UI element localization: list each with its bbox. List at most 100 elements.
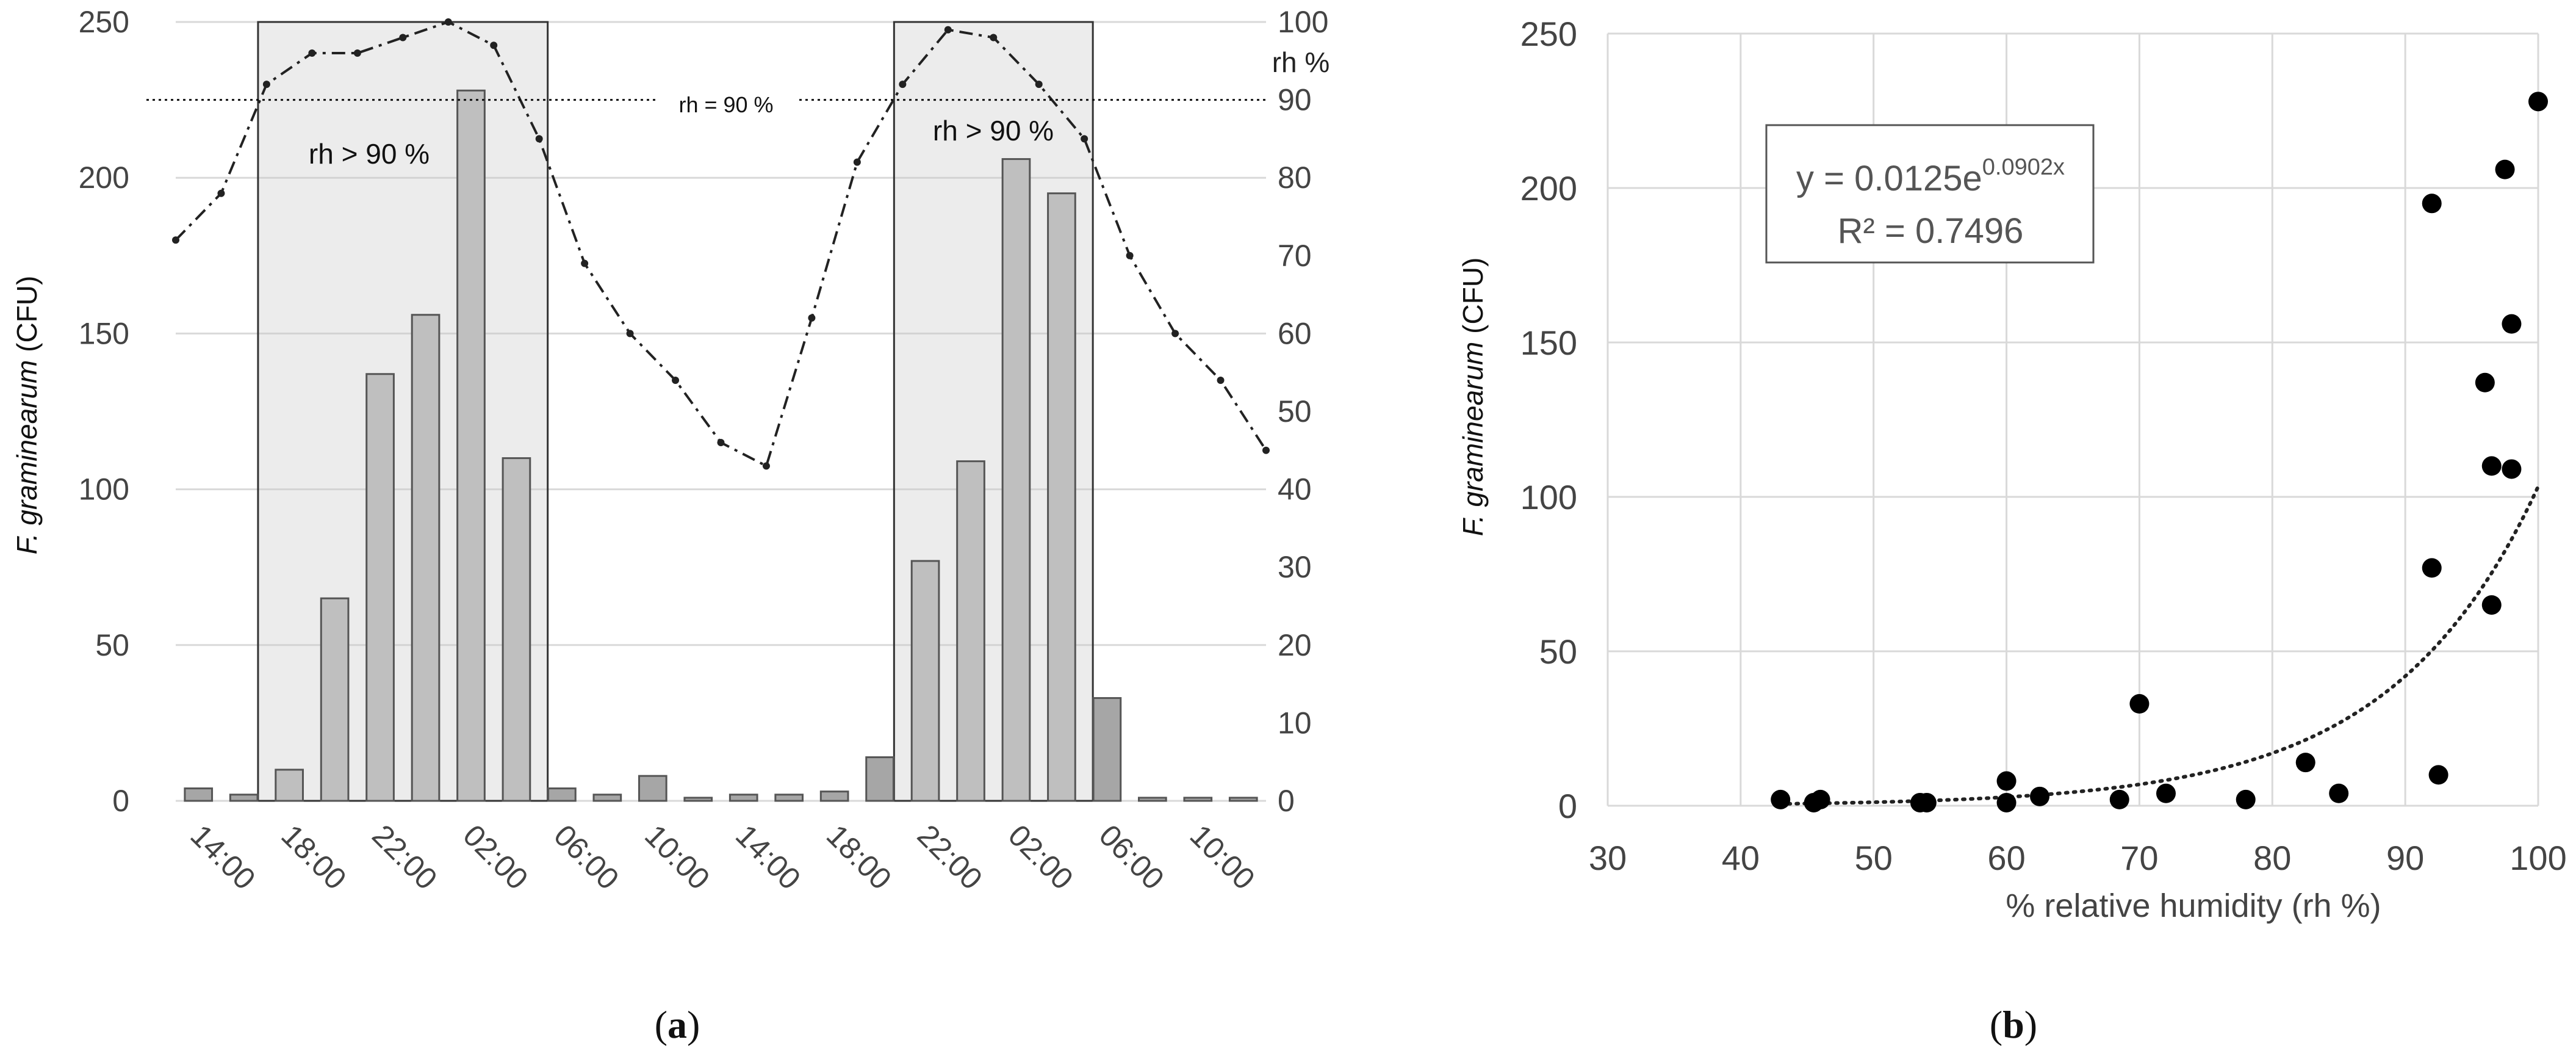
panel-a-rh-point [1262,446,1270,454]
panel-b-x-tick: 90 [2386,839,2424,877]
panel-a-rh-point [1171,330,1179,338]
panel-a-label-letter: a [667,1003,687,1046]
panel-b-label: (b) [1990,1003,2037,1046]
panel-a-bar [1138,797,1167,802]
panel-a-y2-tick: 30 [1278,550,1312,584]
panel-b-equation-prefix: y = 0.0125e [1796,159,1982,198]
panel-a-y2-label: rh % [1272,46,1330,78]
panel-b-exponential-fit [1779,485,2540,806]
panel-b-point [2422,193,2442,214]
panel-a-y-tick: 0 [112,784,129,818]
panel-a-rh-point [853,158,861,166]
panel-a-bar [1183,797,1213,802]
panel-b-y-ticks: 0 50 100 150 200 250 [1520,15,1577,825]
panel-a-label-open: ( [655,1003,667,1046]
panel-a-humid-window [257,21,549,802]
panel-b-point [2295,753,2315,773]
panel-a-rh-point [672,376,680,384]
panel-a-x-tick: 22:00 [911,818,989,896]
panel-a-rh-point [1126,251,1134,259]
panel-a-rh-point [172,236,179,244]
panel-b-r-squared: R² = 0.7496 [1838,211,2024,251]
panel-a-rh-point [217,189,225,197]
panel-a-rh-point [399,34,407,42]
panel-b-y-tick: 0 [1558,787,1577,825]
panel-a-x-tick: 22:00 [365,818,444,896]
panel-b-point [1771,789,1791,809]
panel-a-rh-point [899,81,907,89]
panel-a-y-axis-label-italic: F. graminearum [11,360,43,555]
panel-b-y-axis-label-italic: F. graminearum [1457,342,1489,537]
panel-a-y2-tick: 90 [1278,83,1312,117]
panel-b-point [2481,595,2502,615]
panel-a-x-tick: 14:00 [729,818,807,896]
panel-b-x-axis-label: % relative humidity (rh %) [2006,888,2381,924]
panel-a-rh-point [308,49,316,57]
panel-a-bars [184,89,1258,802]
panel-a-rh-line [172,18,1270,470]
panel-a-x-tick: 02:00 [456,818,534,896]
panel-a-x-tick: 18:00 [275,818,353,896]
panel-a-y2-tick: 50 [1278,394,1312,429]
panel-a-bar [865,756,894,802]
panel-b-point [2528,92,2548,112]
panel-b-equation-box [1765,124,2095,264]
panel-a-bar [456,89,486,802]
panel-a-window-label-2: rh > 90 % [933,115,1054,146]
panel-a-bar [638,775,667,802]
panel-a-x-tick: 10:00 [1184,818,1262,896]
panel-a-x-tick: 14:00 [184,818,262,896]
panel-b-point [2428,765,2448,785]
panel-a-bar [729,794,758,802]
panel-a-x-tick: 10:00 [638,818,716,896]
panel-b-point [2329,783,2349,803]
panel-b-y-tick: 50 [1539,632,1577,671]
panel-a-x-ticks: 14:00 18:00 22:00 02:00 06:00 10:00 14:00 18:00… [184,818,1261,896]
panel-b-y-tick: 100 [1520,478,1577,516]
panel-a-rh-point [808,314,816,322]
panel-b-y-tick: 150 [1520,324,1577,362]
panel-b-scatter: 0 50 100 150 200 250 30 40 50 60 70 80 90 100 y = 0.… [1457,15,2567,1046]
panel-b-point [1996,771,2017,791]
panel-b-point [2481,456,2502,476]
panel-a-x-tick: 02:00 [1002,818,1080,896]
panel-a-rh-point [944,26,952,34]
panel-a-bar [365,373,395,802]
panel-b-point [1916,792,1937,812]
panel-b-y-tick: 200 [1520,169,1577,208]
panel-a-y-tick: 50 [95,628,129,662]
panel-b-point [2475,372,2495,392]
panel-a-y-tick: 250 [79,5,129,39]
panel-b-x-tick: 100 [2509,839,2566,877]
panel-a-bar [956,460,985,802]
panel-a-bar [910,560,940,802]
panel-a-rh-point [626,330,634,338]
panel-b-point [1996,792,2017,812]
panel-b-y-axis-label-rest: (CFU) [1457,258,1489,342]
panel-b-label-letter: b [2002,1003,2024,1046]
panel-a-bar [1001,158,1031,802]
panel-a-bar [184,787,214,802]
panel-a-y2-tick: 20 [1278,628,1312,662]
panel-a-bar [229,794,259,802]
panel-a-x-tick: 06:00 [1093,818,1171,896]
panel-b-equation: y = 0.0125e0.0902x [1796,154,2065,198]
panel-a-bar [1092,697,1122,802]
panel-a-y-axis-label-rest: (CFU) [11,276,43,360]
panel-a-label-close: ) [687,1003,700,1046]
panel-a-bar [592,794,622,802]
panel-a-y2-tick: 10 [1278,706,1312,740]
panel-b-point [2502,314,2522,334]
panel-a-rh-point [490,42,498,49]
panel-b-x-tick: 70 [2120,839,2158,877]
panel-b-trendline [1779,485,2540,806]
panel-b-points [1771,92,2548,812]
panel-a-y2-tick: 70 [1278,239,1312,273]
panel-a-rh-point [262,81,270,89]
panel-a-rh-point [1217,376,1225,384]
panel-a-y-tick: 150 [79,316,129,350]
panel-a-rh-point [1035,81,1043,89]
panel-b-x-tick: 60 [1987,839,2025,877]
panel-a-rh-point [581,259,589,267]
